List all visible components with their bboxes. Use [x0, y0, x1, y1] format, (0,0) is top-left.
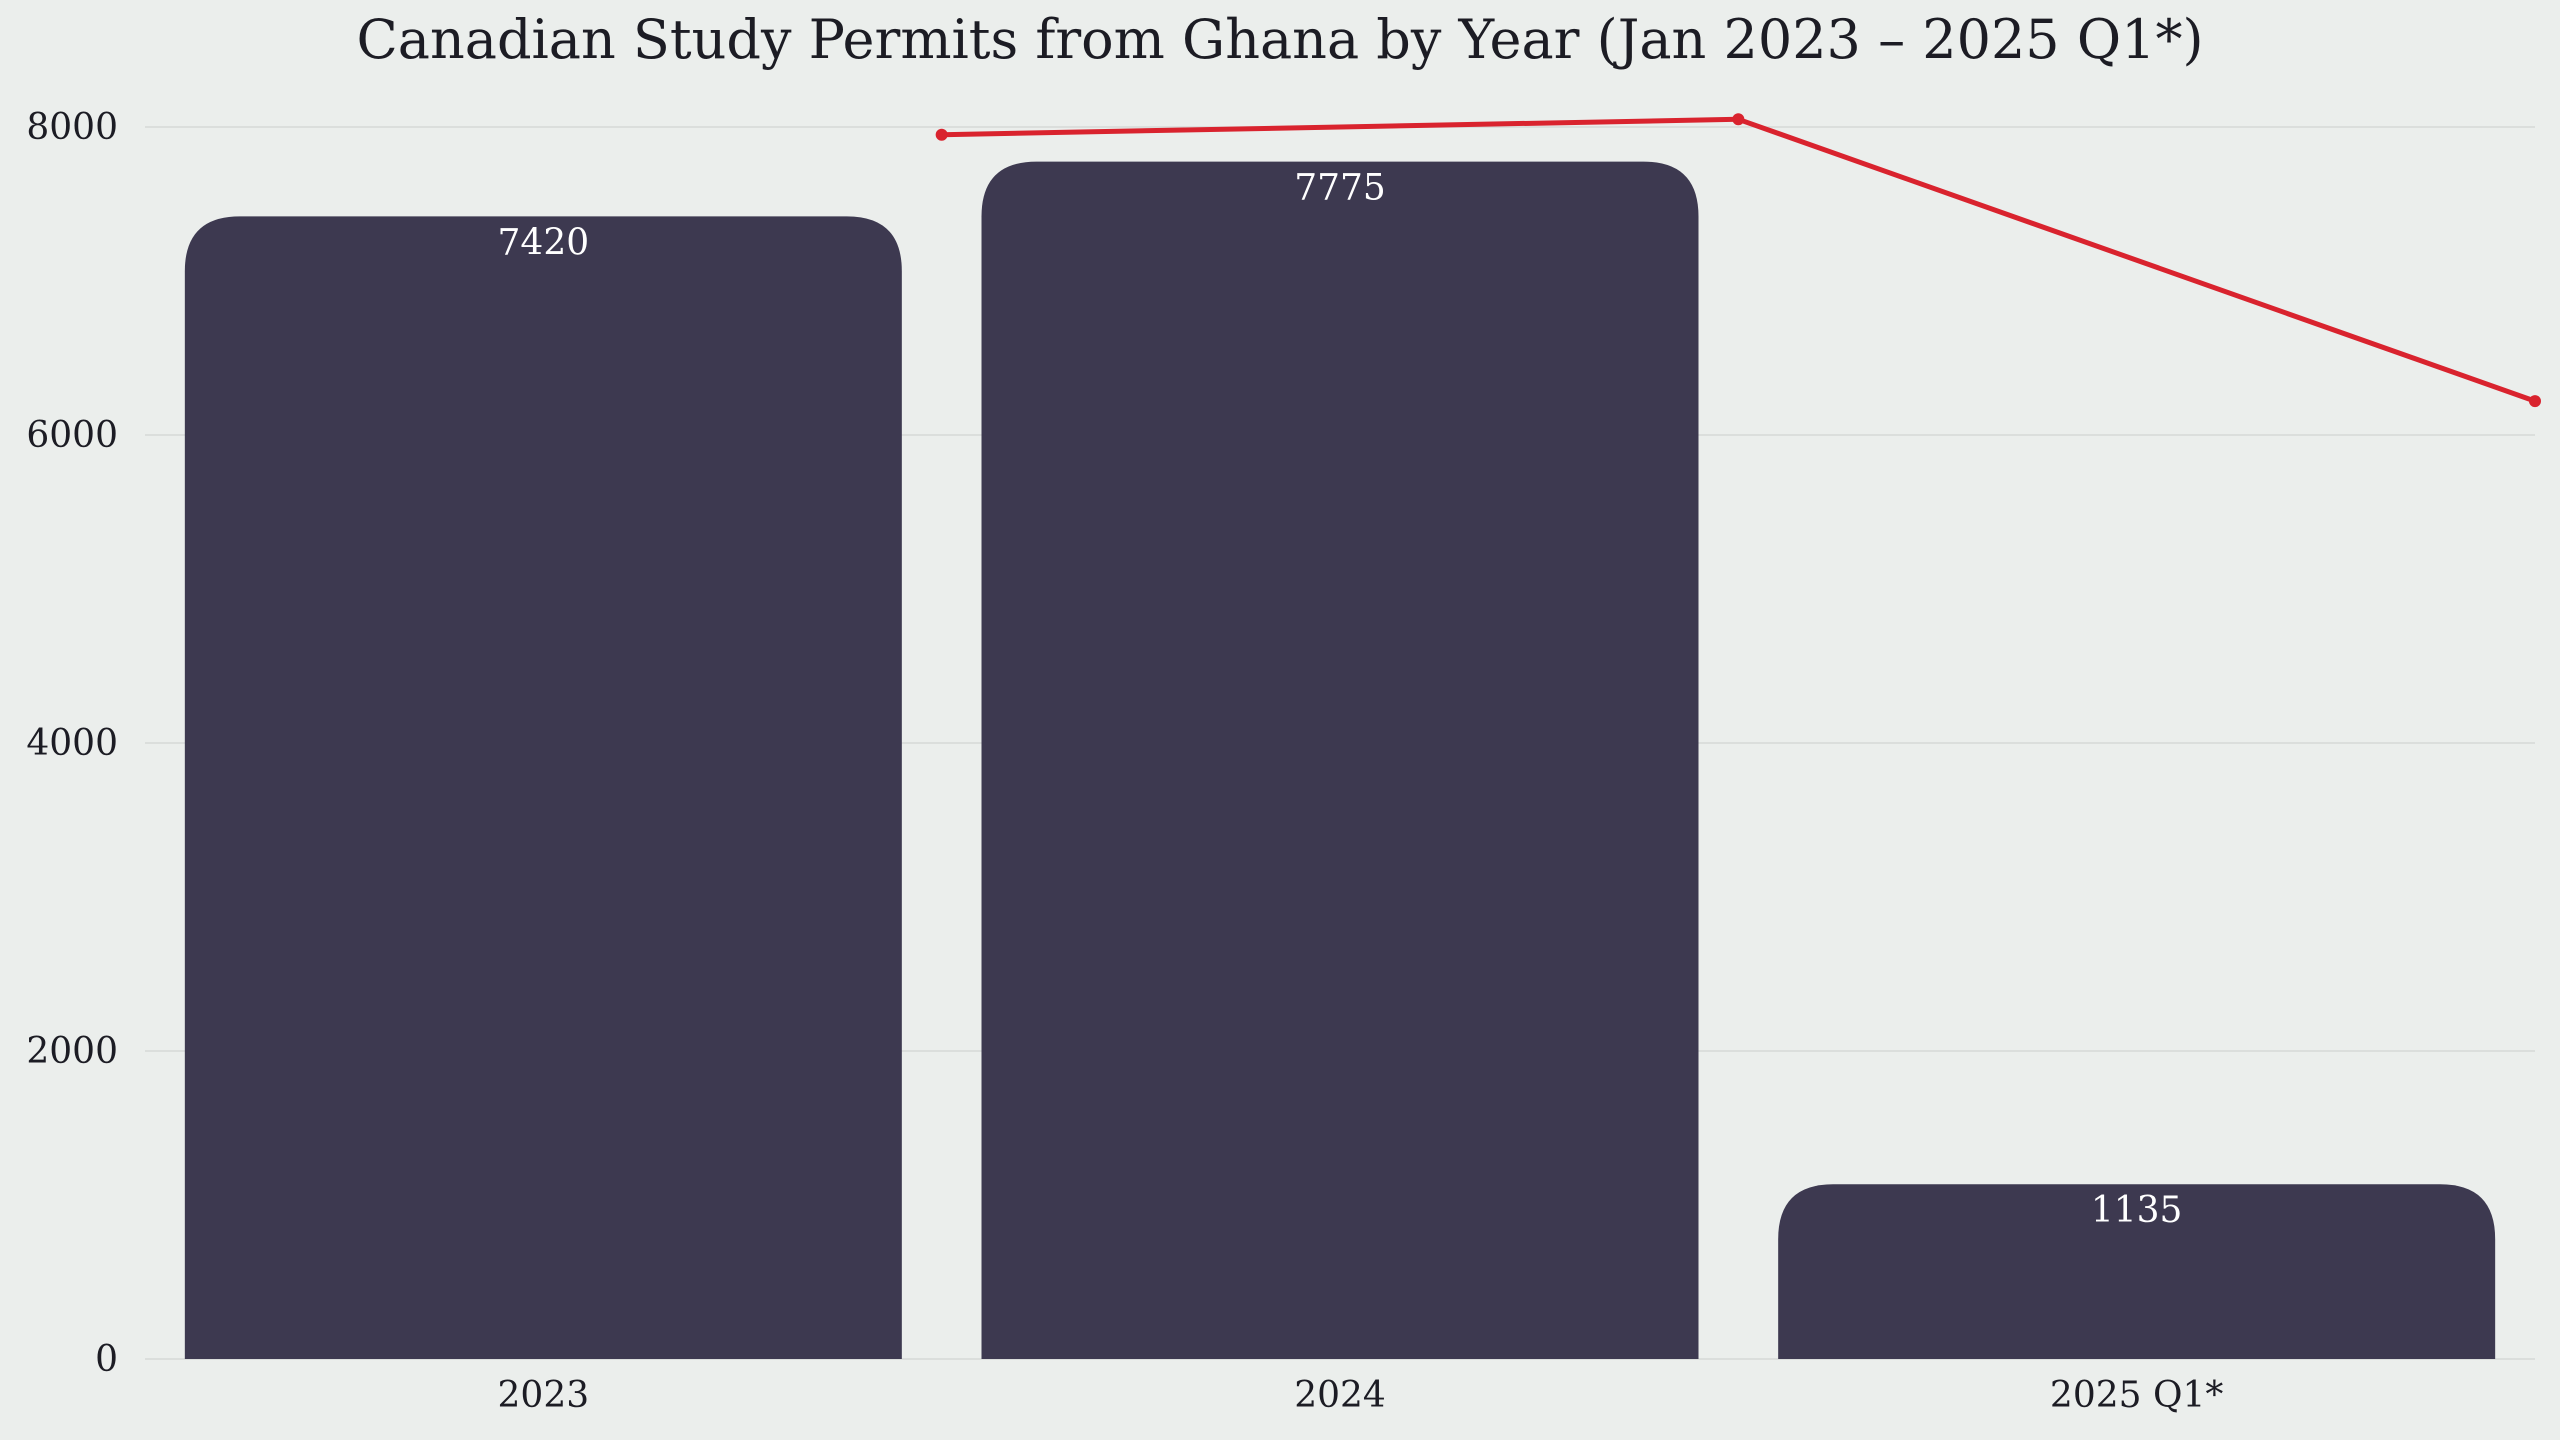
x-tick-label: 2023	[498, 1375, 590, 1416]
bar-value-label: 7420	[498, 222, 590, 263]
y-tick-label: 8000	[26, 107, 118, 148]
bar-value-label: 1135	[2091, 1190, 2183, 1231]
bar-2025-q1	[1778, 1184, 2496, 1359]
bar-2024	[981, 161, 1699, 1359]
chart-title: Canadian Study Permits from Ghana by Yea…	[356, 8, 2204, 71]
trend-line-point	[1732, 113, 1745, 126]
bars	[184, 161, 2496, 1359]
y-tick-label: 6000	[26, 415, 118, 456]
trend-line-point	[935, 128, 948, 141]
data-labels: 7420 7775 1135	[498, 168, 2183, 1232]
bar-2023	[184, 216, 902, 1359]
x-tick-label: 2024	[1294, 1375, 1386, 1416]
y-tick-label: 2000	[26, 1031, 118, 1072]
x-tick-label: 2025 Q1*	[2050, 1375, 2223, 1416]
y-tick-label: 4000	[26, 723, 118, 764]
y-axis-ticks: 0 2000 4000 6000 8000	[26, 107, 118, 1380]
x-axis-ticks: 2023 2024 2025 Q1*	[498, 1375, 2224, 1416]
trend-line	[935, 113, 2541, 408]
bar-value-label: 7775	[1294, 168, 1386, 209]
y-tick-label: 0	[95, 1339, 118, 1380]
trend-line-point	[2529, 395, 2541, 408]
